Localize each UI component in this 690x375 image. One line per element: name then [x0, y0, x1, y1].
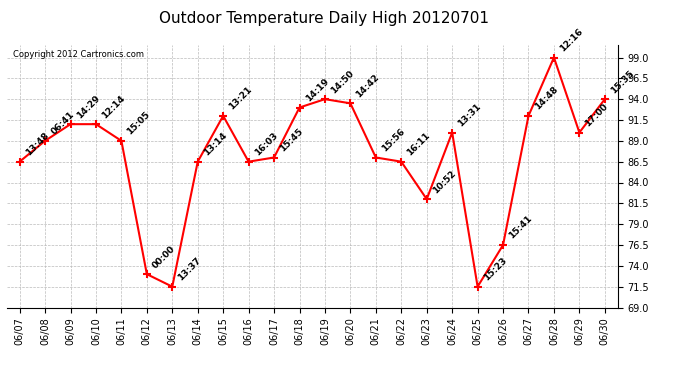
- Text: 14:29: 14:29: [75, 93, 101, 120]
- Text: Copyright 2012 Cartronics.com: Copyright 2012 Cartronics.com: [13, 50, 144, 59]
- Text: 15:23: 15:23: [482, 256, 509, 282]
- Text: 14:19: 14:19: [304, 76, 331, 104]
- Text: 12:14: 12:14: [100, 93, 127, 120]
- Text: 06:41: 06:41: [49, 110, 76, 136]
- Text: 16:03: 16:03: [253, 131, 279, 158]
- Text: 13:37: 13:37: [177, 256, 203, 282]
- Text: 13:48: 13:48: [23, 131, 50, 158]
- Text: 13:21: 13:21: [227, 85, 254, 112]
- Text: 16:11: 16:11: [406, 131, 432, 158]
- Text: 15:41: 15:41: [507, 214, 534, 241]
- Text: 17:00: 17:00: [584, 102, 610, 128]
- Text: 14:48: 14:48: [533, 85, 560, 112]
- Text: 15:05: 15:05: [126, 110, 152, 136]
- Text: 10:52: 10:52: [431, 168, 457, 195]
- Text: 15:56: 15:56: [380, 127, 406, 153]
- Text: Outdoor Temperature Daily High 20120701: Outdoor Temperature Daily High 20120701: [159, 11, 489, 26]
- Text: 15:45: 15:45: [278, 127, 305, 153]
- Text: 13:14: 13:14: [202, 131, 228, 158]
- Text: 14:50: 14:50: [329, 68, 356, 95]
- Text: 13:31: 13:31: [456, 102, 483, 128]
- Text: 14:42: 14:42: [355, 72, 382, 99]
- Text: 00:00: 00:00: [151, 244, 177, 270]
- Text: 12:16: 12:16: [558, 27, 584, 53]
- Text: 15:35: 15:35: [609, 68, 635, 95]
